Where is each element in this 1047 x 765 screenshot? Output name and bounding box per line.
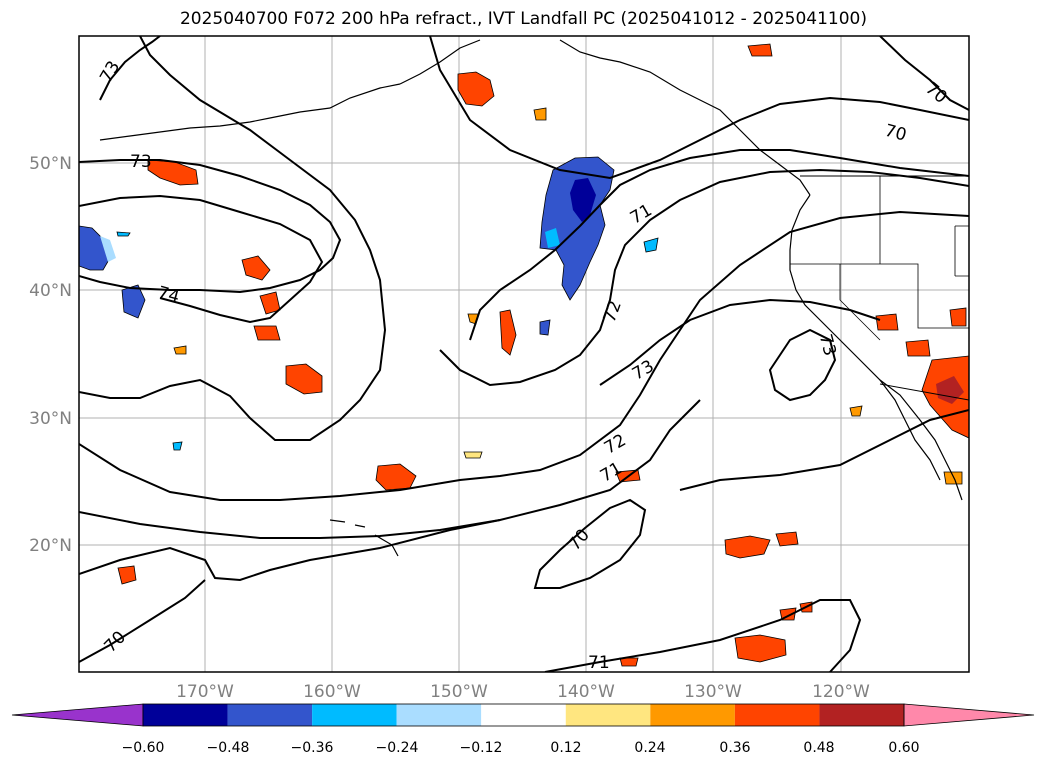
- contour-71-south: [544, 599, 862, 672]
- contour-70-closed: [533, 498, 647, 589]
- colorbar-extend-high: [903, 703, 1035, 727]
- colorbar-segment: [312, 704, 397, 726]
- positive-anomaly-12: [117, 565, 137, 585]
- positive-anomaly-25: [173, 345, 187, 355]
- contour-70-east: [679, 409, 969, 491]
- longitude-label: 160°W: [303, 682, 361, 702]
- colorbar-segment: [227, 704, 313, 726]
- colorbar-tick-label: 0.12: [550, 740, 581, 756]
- positive-anomaly-11: [734, 634, 787, 663]
- coastlines: [99, 39, 969, 557]
- positive-anomaly-5: [253, 325, 281, 341]
- positive-anomaly-28: [943, 471, 963, 485]
- positive-anomaly-18-core: [936, 376, 964, 404]
- colorbar: −0.60 −0.48 −0.36 −0.24 −0.12 0.12 0.24 …: [11, 703, 1035, 756]
- colorbar-tick-label: 0.48: [803, 740, 834, 756]
- height-contours: [79, 36, 969, 672]
- positive-anomaly-9: [724, 535, 771, 559]
- colorbar-tick-label: −0.12: [460, 740, 503, 756]
- latitude-label: 40°N: [29, 281, 72, 301]
- colorbar-segments: [11, 703, 1035, 727]
- positive-anomaly-7: [499, 309, 517, 356]
- longitude-label: 150°W: [430, 682, 488, 702]
- positive-anomaly-6: [285, 363, 323, 395]
- state-borders: [790, 176, 969, 341]
- colorbar-segment: [734, 704, 820, 726]
- positive-anomaly-14: [747, 43, 773, 57]
- contour-73-wave: [79, 36, 387, 441]
- map-title: 2025040700 F072 200 hPa refract., IVT La…: [179, 9, 867, 29]
- negative-anomaly-core: [570, 178, 596, 222]
- latitude-label: 50°N: [29, 154, 72, 174]
- contour-73-lower: [599, 298, 881, 386]
- positive-anomaly-10: [775, 531, 799, 547]
- positive-anomaly-1: [457, 71, 495, 107]
- contour-70-ne: [879, 36, 969, 111]
- plot-area: [79, 36, 969, 672]
- positive-anomaly-16: [905, 339, 931, 357]
- negative-anomaly-small-1: [121, 284, 146, 319]
- positive-anomaly-15: [875, 313, 899, 331]
- negative-anomaly-west-edge: [100, 236, 116, 262]
- longitude-label: 130°W: [684, 682, 742, 702]
- colorbar-segment: [819, 704, 904, 726]
- positive-anomaly-27: [849, 405, 863, 417]
- positive-anomaly-19: [949, 307, 967, 327]
- contour-trough-inner: [469, 149, 969, 341]
- colorbar-segment: [650, 704, 735, 726]
- us-mexico-border: [879, 383, 969, 401]
- contour-ridge-71: [429, 36, 969, 180]
- longitude-label: 120°W: [812, 682, 870, 702]
- contour-label: 71: [588, 653, 610, 673]
- alaska-coast: [399, 39, 811, 196]
- colorbar-tick-label: −0.24: [376, 740, 419, 756]
- contour-70-mid: [79, 519, 501, 582]
- contour-73-west: [79, 159, 342, 294]
- contour-trough-outer: [439, 168, 969, 387]
- contour-label: 73: [130, 152, 152, 172]
- negative-anomaly-small-3: [643, 237, 659, 253]
- contour-73-north: [99, 36, 161, 101]
- colorbar-tick-label: 0.36: [719, 740, 750, 756]
- negative-anomaly-small-2: [539, 319, 551, 336]
- colorbar-segment: [565, 704, 651, 726]
- colorbar-tick-label: −0.36: [291, 740, 334, 756]
- north-america-west-coast: [789, 194, 963, 501]
- colorbar-extend-low: [11, 703, 144, 727]
- positive-anomaly-2: [147, 159, 199, 186]
- aleutian-islands: [99, 83, 401, 141]
- gridlines: [79, 36, 969, 672]
- plot-frame: [78, 35, 970, 673]
- longitude-label: 170°W: [176, 682, 234, 702]
- latitude-label: 30°N: [29, 409, 72, 429]
- colorbar-tick-label: −0.60: [122, 740, 165, 756]
- colorbar-tick-labels: −0.60 −0.48 −0.36 −0.24 −0.12 0.12 0.24 …: [122, 740, 920, 756]
- positive-anomaly-24: [619, 657, 639, 667]
- longitude-label: 140°W: [557, 682, 615, 702]
- positive-anomaly-20: [463, 451, 483, 459]
- negative-anomaly-small-5: [116, 231, 131, 237]
- contour-73-closed: [768, 328, 837, 402]
- negative-anomaly-west: [79, 225, 111, 271]
- contour-74-west: [79, 194, 324, 324]
- latitude-labels: 50°N 40°N 30°N 20°N: [29, 154, 72, 556]
- positive-anomaly-21: [533, 107, 547, 121]
- negative-anomaly-small-4: [172, 441, 183, 451]
- longitude-labels: 170°W 160°W 150°W 140°W 130°W 120°W: [176, 682, 870, 702]
- colorbar-segment: [143, 704, 228, 726]
- colorbar-frame: [142, 703, 905, 727]
- negative-anomaly-edge: [545, 228, 560, 248]
- colorbar-segment: [481, 704, 566, 726]
- colorbar-tick-label: −0.48: [207, 740, 250, 756]
- latitude-label: 20°N: [29, 536, 72, 556]
- colorbar-tick-label: 0.24: [634, 740, 665, 756]
- colorbar-segment: [396, 704, 482, 726]
- contour-72-wave: [79, 210, 969, 501]
- contour-70-south: [79, 579, 206, 663]
- colorbar-tick-label: 0.60: [888, 740, 919, 756]
- positive-anomaly-3: [241, 255, 271, 281]
